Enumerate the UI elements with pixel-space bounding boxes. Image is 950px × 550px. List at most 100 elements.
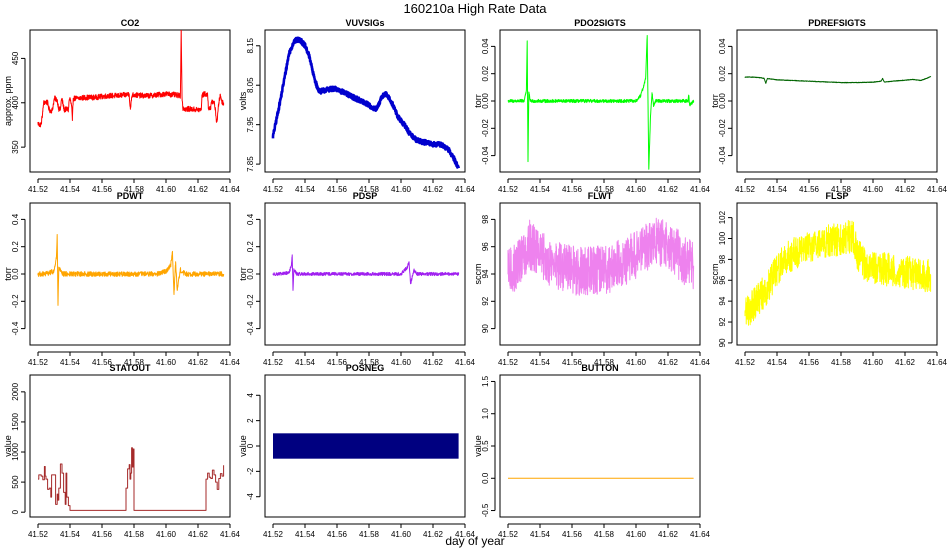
pdsp-xtick-label: 41.54 bbox=[295, 358, 316, 367]
statout-ytick-label: 500 bbox=[11, 475, 20, 489]
pdo2sigts-data bbox=[507, 34, 695, 170]
flsp-xtick-label: 41.56 bbox=[799, 358, 820, 367]
pdrefsigts-plot-frame bbox=[736, 29, 938, 173]
flsp-ytick-label: 94 bbox=[718, 296, 727, 305]
posneg-plot-frame bbox=[264, 374, 466, 518]
statout-ytick-label: 1500 bbox=[11, 412, 20, 430]
posneg-ytick-label: 2 bbox=[246, 418, 255, 423]
posneg-ytick-label: 0 bbox=[246, 443, 255, 448]
flwt-xtick-label: 41.60 bbox=[626, 358, 647, 367]
pdsp-ytick-label: 0.4 bbox=[246, 213, 255, 225]
flsp-data bbox=[744, 219, 932, 326]
pdrefsigts-data bbox=[744, 76, 932, 84]
pdrefsigts-xtick-label: 41.52 bbox=[735, 185, 756, 194]
panel-posneg: POSNEG value 41.52 41.54 41.56 41.58 41.60 41.6… bbox=[238, 363, 476, 539]
co2-xtick-label: 41.58 bbox=[124, 185, 145, 194]
pdo2sigts-title: PDO2SIGTS bbox=[574, 18, 626, 28]
pdrefsigts-xtick-label: 41.62 bbox=[895, 185, 916, 194]
co2-xtick-label: 41.52 bbox=[28, 185, 49, 194]
statout-title: STATOUT bbox=[110, 363, 151, 373]
pdwt-xtick-label: 41.60 bbox=[156, 358, 177, 367]
posneg-xtick-label: 41.64 bbox=[455, 530, 476, 539]
flwt-title: FLWT bbox=[588, 191, 613, 201]
pdrefsigts-ytick-label: -0.02 bbox=[718, 119, 727, 138]
flwt-ytick-label: 98 bbox=[481, 214, 490, 223]
flwt-xtick-label: 41.52 bbox=[498, 358, 519, 367]
flsp-xtick-label: 41.60 bbox=[863, 358, 884, 367]
pdwt-xtick-label: 41.56 bbox=[92, 358, 113, 367]
pdo2sigts-xtick-label: 41.52 bbox=[498, 185, 519, 194]
co2-plot-frame bbox=[29, 29, 231, 173]
pdwt-xtick-label: 41.64 bbox=[220, 358, 241, 367]
posneg-data bbox=[273, 433, 459, 459]
pdrefsigts-ytick-label: 0.00 bbox=[718, 93, 727, 109]
statout-series-line bbox=[38, 447, 225, 511]
pdsp-data bbox=[272, 254, 460, 291]
pdwt-ytick-label: 0.2 bbox=[11, 241, 20, 253]
button-ytick-label: 0.0 bbox=[481, 472, 490, 484]
vuvsigs-data bbox=[271, 36, 460, 169]
pdrefsigts-title: PDREFSIGTS bbox=[808, 18, 866, 28]
figure-xlabel: day of year bbox=[445, 534, 504, 548]
button-title: BUTTON bbox=[581, 363, 618, 373]
pdsp-plot-frame bbox=[264, 202, 466, 346]
flwt-ylabel: sccm bbox=[473, 264, 483, 285]
panel-pdrefsigts: PDREFSIGTS torr 41.52 41.54 41.56 41.58 41.60 4… bbox=[710, 18, 948, 194]
posneg-xtick-label: 41.54 bbox=[295, 530, 316, 539]
co2-xtick-label: 41.54 bbox=[60, 185, 81, 194]
statout-xtick-label: 41.64 bbox=[220, 530, 241, 539]
statout-xtick-label: 41.60 bbox=[156, 530, 177, 539]
posneg-title: POSNEG bbox=[346, 363, 385, 373]
co2-xtick-label: 41.64 bbox=[220, 185, 241, 194]
pdwt-ytick-label: -0.2 bbox=[11, 294, 20, 308]
panel-vuvsigs: VUVSIGs volts 41.52 41.54 41.56 41.58 41.60 41.… bbox=[238, 18, 476, 194]
posneg-xtick-label: 41.52 bbox=[263, 530, 284, 539]
pdwt-xtick-label: 41.62 bbox=[188, 358, 209, 367]
co2-xtick-label: 41.60 bbox=[156, 185, 177, 194]
flwt-data bbox=[507, 217, 695, 296]
pdrefsigts-xtick-label: 41.58 bbox=[831, 185, 852, 194]
flsp-xtick-label: 41.52 bbox=[735, 358, 756, 367]
flsp-xtick-label: 41.64 bbox=[927, 358, 948, 367]
statout-data bbox=[38, 447, 225, 511]
pdsp-xtick-label: 41.60 bbox=[391, 358, 412, 367]
pdsp-title: PDSP bbox=[353, 191, 378, 201]
posneg-xtick-label: 41.56 bbox=[327, 530, 348, 539]
statout-xtick-label: 41.54 bbox=[60, 530, 81, 539]
panel-statout: STATOUT value 41.52 41.54 41.56 41.58 41.60 41.… bbox=[3, 363, 241, 539]
panel-button: BUTTON value 41.52 41.54 41.56 41.58 41.60 41.6… bbox=[473, 363, 711, 539]
vuvsigs-ytick-label: 8.05 bbox=[246, 77, 255, 93]
pdsp-xtick-label: 41.58 bbox=[359, 358, 380, 367]
pdrefsigts-xtick-label: 41.64 bbox=[927, 185, 948, 194]
pdo2sigts-ylabel: torr bbox=[473, 94, 483, 108]
pdo2sigts-xtick-label: 41.54 bbox=[530, 185, 551, 194]
posneg-ytick-label: 4 bbox=[246, 393, 255, 398]
pdsp-ytick-label: -0.4 bbox=[246, 321, 255, 335]
pdsp-xtick-label: 41.56 bbox=[327, 358, 348, 367]
pdsp-ytick-label: 0.0 bbox=[246, 268, 255, 280]
button-xtick-label: 41.54 bbox=[530, 530, 551, 539]
pdwt-plot-frame bbox=[29, 202, 231, 346]
pdsp-ylabel: torr bbox=[238, 267, 248, 281]
pdrefsigts-ylabel: torr bbox=[710, 94, 720, 108]
button-ylabel: value bbox=[473, 435, 483, 457]
flsp-ytick-label: 100 bbox=[718, 231, 727, 245]
statout-xtick-label: 41.62 bbox=[188, 530, 209, 539]
statout-plot-frame bbox=[29, 374, 231, 518]
posneg-band bbox=[273, 433, 459, 459]
flwt-ytick-label: 96 bbox=[481, 242, 490, 251]
button-xtick-label: 41.56 bbox=[562, 530, 583, 539]
co2-ytick-label: 450 bbox=[11, 51, 20, 65]
pdo2sigts-series-line bbox=[507, 34, 695, 170]
statout-ylabel: value bbox=[3, 435, 13, 457]
button-xtick-label: 41.52 bbox=[498, 530, 519, 539]
flwt-xtick-label: 41.64 bbox=[690, 358, 711, 367]
pdo2sigts-xtick-label: 41.64 bbox=[690, 185, 711, 194]
pdsp-ytick-label: 0.2 bbox=[246, 241, 255, 253]
pdrefsigts-ytick-label: 0.02 bbox=[718, 65, 727, 81]
vuvsigs-ylabel: volts bbox=[238, 91, 248, 110]
panel-pdwt: PDWT torr 41.52 41.54 41.56 41.58 41.60 41.62 41… bbox=[3, 191, 241, 367]
flwt-plot-frame bbox=[499, 202, 701, 346]
flsp-ytick-label: 102 bbox=[718, 210, 727, 224]
